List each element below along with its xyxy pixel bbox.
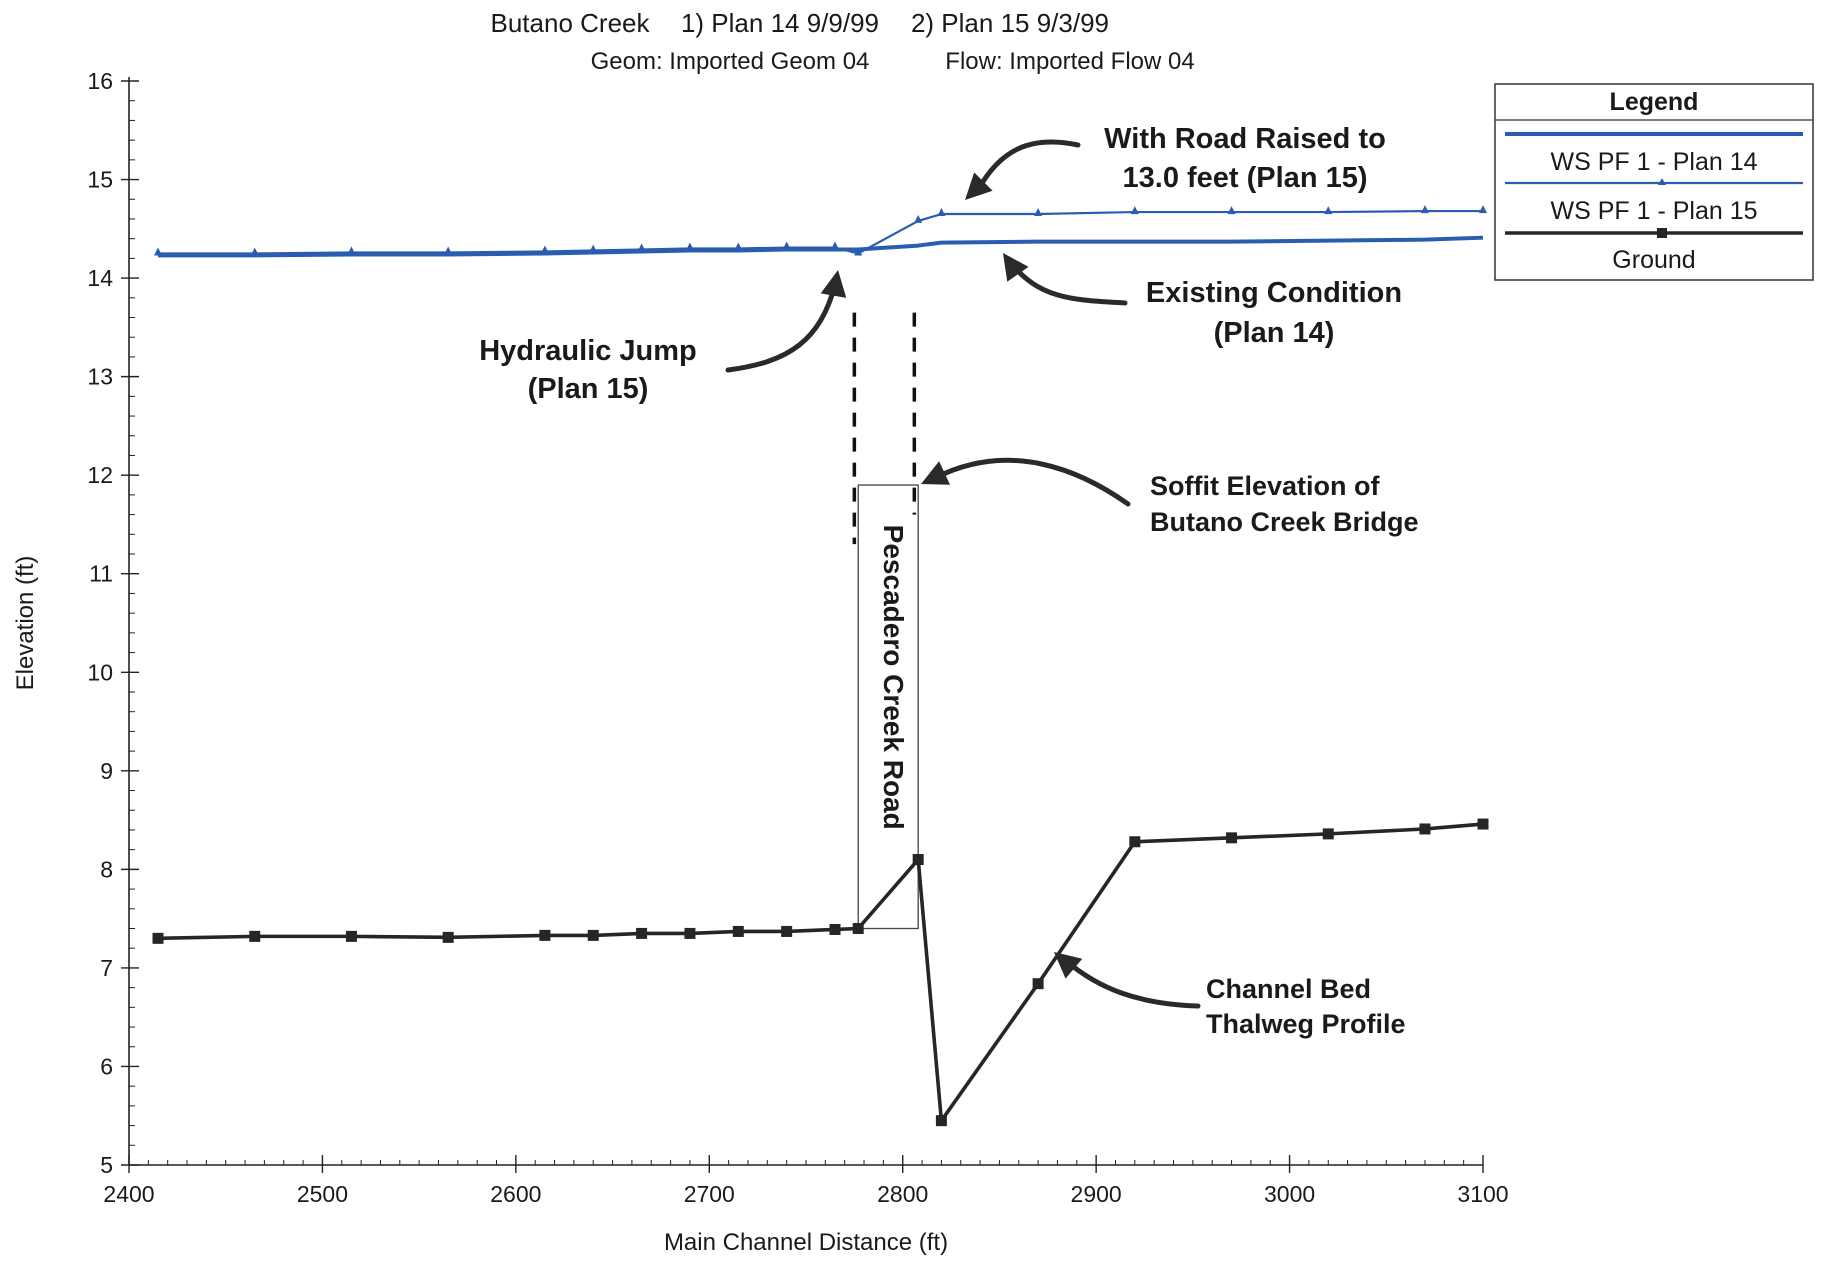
series-point-ground	[1322, 828, 1334, 840]
series-point-plan-15	[1227, 206, 1236, 215]
arrow-road-raised-arrowhead	[965, 172, 993, 200]
title-layer: Butano Creek 1) Plan 14 9/9/99 2) Plan 15 …	[491, 8, 1195, 75]
series-point-ground	[912, 854, 924, 866]
series-point-plan-15	[937, 208, 946, 217]
y-tick-label: 9	[100, 758, 113, 784]
series-point-ground	[1032, 978, 1044, 990]
series-point-plan-15	[1034, 208, 1043, 217]
series-point-plan-15	[1479, 205, 1487, 214]
x-tick-label: 2700	[684, 1181, 735, 1207]
series-point-ground	[636, 927, 648, 939]
arrow-road-raised-shaft	[975, 139, 1081, 193]
series-point-ground	[684, 927, 696, 939]
series-point-ground	[732, 925, 744, 937]
y-tick-label: 7	[100, 955, 113, 981]
series-point-plan-15	[1324, 206, 1333, 215]
series-point-ground	[587, 929, 599, 941]
annotation-soffit: Soffit Elevation of	[1150, 471, 1381, 501]
arrow-existing-shaft	[1007, 259, 1128, 306]
series-point-ground	[829, 923, 841, 935]
series-point-plan-15	[1130, 206, 1139, 215]
annotation-layer: With Road Raised to 13.0 feet (Plan 15) Ex…	[479, 123, 1418, 1039]
annotation-thalweg: Thalweg Profile	[1206, 1009, 1406, 1039]
legend-label-plan14: WS PF 1 - Plan 14	[1550, 148, 1757, 176]
header-geom: Geom: Imported Geom 04	[591, 48, 870, 75]
annotation-existing: Existing Condition	[1146, 277, 1402, 309]
arrow-soffit-shaft	[932, 457, 1131, 507]
y-tick-label: 15	[87, 167, 113, 193]
x-tick-label: 3000	[1264, 1181, 1315, 1207]
y-axis-title: Elevation (ft)	[12, 556, 39, 691]
header-flow: Flow: Imported Flow 04	[945, 48, 1194, 75]
y-tick-label: 12	[87, 462, 113, 488]
annotation-road: Pescadero Creek Road	[878, 525, 909, 830]
series-point-ground	[1419, 823, 1431, 835]
y-tick-label: 8	[100, 856, 113, 882]
arrow-hydraulic-jump-arrowhead	[820, 270, 847, 298]
series-point-ground	[852, 922, 864, 934]
legend-marker-ground	[1657, 228, 1667, 238]
series-point-ground	[442, 931, 454, 943]
x-tick-label: 2900	[1071, 1181, 1122, 1207]
legend-layer: Legend WS PF 1 - Plan 14 WS PF 1 - Plan 15…	[1494, 83, 1814, 281]
series-point-ground	[539, 929, 551, 941]
bridge-road-box	[857, 484, 919, 930]
legend-title: Legend	[1610, 88, 1699, 116]
y-tick-label: 6	[100, 1053, 113, 1079]
y-tick-label: 5	[100, 1152, 113, 1178]
annotation-road-raised: With Road Raised to	[1104, 123, 1386, 155]
arrow-thalweg-shaft	[1062, 957, 1201, 1009]
y-tick-label: 16	[87, 68, 113, 94]
annotation-soffit: Butano Creek Bridge	[1150, 507, 1419, 537]
header-river: Butano Creek	[491, 8, 651, 38]
y-tick-label: 11	[89, 561, 113, 587]
series-point-ground	[249, 930, 261, 942]
header-plan2: 2) Plan 15 9/3/99	[911, 8, 1109, 38]
arrow-hydraulic-jump-shaft	[725, 282, 838, 373]
x-tick-label: 2400	[103, 1181, 154, 1207]
header-plan1: 1) Plan 14 9/9/99	[681, 8, 879, 38]
arrow-existing-arrowhead	[1003, 253, 1029, 282]
series-line-ground	[157, 822, 1484, 1126]
y-tick-label: 14	[87, 265, 113, 291]
x-tick-label: 2800	[877, 1181, 928, 1207]
y-tick-label: 13	[87, 364, 113, 390]
series-point-plan-15	[914, 214, 923, 223]
annotation-road-raised: 13.0 feet (Plan 15)	[1123, 162, 1368, 194]
series-point-ground	[1129, 836, 1141, 848]
series-point-ground	[781, 925, 793, 937]
series-point-ground	[935, 1115, 947, 1127]
legend-marker-plan15	[1658, 178, 1666, 185]
x-axis-title: Main Channel Distance (ft)	[664, 1229, 948, 1256]
arrow-thalweg-arrowhead	[1054, 952, 1083, 979]
series-layer	[152, 205, 1489, 1127]
x-tick-label: 2600	[490, 1181, 541, 1207]
series-point-plan-15	[1420, 205, 1429, 214]
annotation-jump: (Plan 15)	[528, 373, 649, 405]
series-point-ground	[1477, 818, 1489, 830]
series-line-plan-14	[158, 235, 1484, 258]
legend-label-plan15: WS PF 1 - Plan 15	[1550, 197, 1757, 225]
series-point-ground	[1226, 832, 1238, 844]
x-tick-label: 2500	[297, 1181, 348, 1207]
legend-label-ground: Ground	[1612, 246, 1695, 274]
x-tick-label: 3100	[1457, 1181, 1508, 1207]
bridge-layer	[852, 312, 919, 930]
series-point-ground	[345, 930, 357, 942]
arrow-soffit-arrowhead	[921, 461, 951, 485]
series-point-ground	[152, 932, 164, 944]
axes-layer: 5 6 7 8 9 10 11 12 13 14 15 16 2400 2500 2600 2700 2800 2…	[12, 68, 1509, 1256]
series-line-plan-15	[158, 209, 1483, 255]
annotation-existing: (Plan 14)	[1214, 317, 1335, 349]
annotation-thalweg: Channel Bed	[1206, 974, 1371, 1004]
y-tick-label: 10	[87, 659, 113, 685]
annotation-jump: Hydraulic Jump	[479, 335, 697, 367]
